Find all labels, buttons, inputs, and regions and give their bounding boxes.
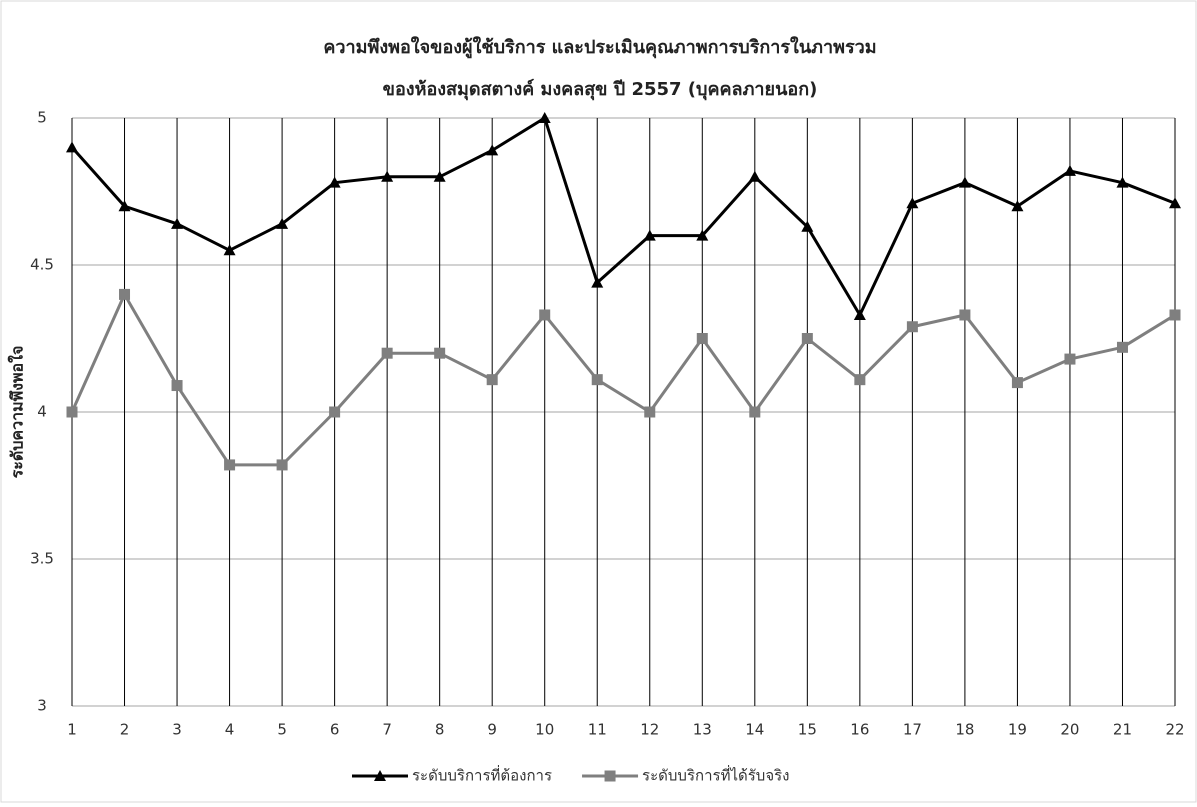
legend-label: ระดับบริการที่ต้องการ	[412, 765, 552, 785]
y-tick-label: 4	[37, 403, 47, 421]
data-point	[591, 374, 603, 386]
data-point	[171, 217, 184, 229]
data-point	[644, 406, 656, 418]
data-point	[959, 309, 971, 321]
data-point	[433, 170, 446, 182]
data-point	[749, 406, 761, 418]
data-point	[171, 380, 183, 392]
x-tick-label: 6	[330, 721, 340, 739]
data-point	[434, 347, 446, 359]
legend-marker	[374, 770, 386, 781]
x-tick-label: 5	[277, 721, 287, 739]
x-tick-label: 2	[120, 721, 130, 739]
x-tick-label: 14	[745, 721, 764, 739]
x-tick-label: 11	[588, 721, 607, 739]
series-line	[70, 116, 1176, 317]
legend-label: ระดับบริการที่ได้รับจริง	[642, 765, 789, 785]
data-point	[328, 176, 341, 188]
data-point	[643, 229, 656, 241]
x-tick-label: 3	[172, 721, 182, 739]
x-tick-label: 16	[850, 721, 869, 739]
x-tick-label: 15	[798, 721, 817, 739]
data-point	[381, 170, 394, 182]
data-point	[906, 197, 919, 209]
data-point	[276, 459, 288, 471]
x-tick-label: 12	[640, 721, 659, 739]
x-tick-label: 8	[435, 721, 445, 739]
data-point	[1011, 377, 1023, 389]
x-tick-label: 13	[693, 721, 712, 739]
y-tick-label: 3	[37, 697, 47, 715]
y-tick-label: 3.5	[30, 550, 54, 568]
x-tick-label: 7	[382, 721, 392, 739]
data-point	[1169, 197, 1181, 209]
data-point	[696, 229, 709, 241]
data-point	[853, 308, 866, 320]
data-point	[696, 333, 708, 344]
data-point	[381, 347, 393, 359]
data-point	[223, 244, 236, 256]
y-tick-label: 4.5	[30, 256, 54, 274]
data-point	[748, 170, 761, 182]
data-point	[1063, 164, 1076, 176]
data-point	[801, 220, 814, 232]
data-point	[66, 406, 78, 418]
data-point	[118, 200, 131, 212]
x-tick-label: 10	[535, 721, 554, 739]
x-tick-label: 4	[225, 721, 235, 739]
legend-marker	[604, 770, 616, 782]
data-point	[66, 141, 78, 153]
data-point	[224, 459, 236, 471]
x-tick-label: 9	[487, 721, 497, 739]
data-point	[1116, 341, 1128, 353]
data-point	[486, 144, 499, 156]
data-point	[276, 217, 289, 229]
data-point	[1011, 200, 1024, 212]
x-tick-label: 1	[67, 721, 77, 739]
data-point	[1169, 309, 1181, 321]
chart-title: ความพึงพอใจของผู้ใช้บริการ และประเมินคุณ…	[323, 36, 876, 59]
data-point	[1064, 353, 1076, 365]
data-point	[539, 309, 551, 321]
data-point	[958, 176, 971, 188]
y-axis-label: ระดับความพึงพอใจ	[8, 346, 27, 479]
x-tick-label: 18	[955, 721, 974, 739]
x-tick-label: 17	[903, 721, 922, 739]
data-point	[1116, 176, 1129, 188]
data-point	[329, 406, 341, 418]
x-tick-label: 20	[1060, 721, 1079, 739]
x-tick-label: 22	[1165, 721, 1184, 739]
data-point	[854, 374, 866, 386]
data-point	[538, 112, 551, 123]
data-point	[486, 374, 498, 386]
series-line	[70, 292, 1176, 467]
x-tick-label: 19	[1008, 721, 1027, 739]
x-tick-label: 21	[1113, 721, 1132, 739]
chart-subtitle: ของห้องสมุดสตางค์ มงคลสุข ปี 2557 (บุคคล…	[383, 78, 818, 101]
data-point	[906, 321, 918, 333]
y-tick-label: 5	[37, 109, 47, 127]
data-point	[591, 276, 604, 288]
data-point	[119, 288, 131, 300]
data-point	[801, 333, 813, 344]
